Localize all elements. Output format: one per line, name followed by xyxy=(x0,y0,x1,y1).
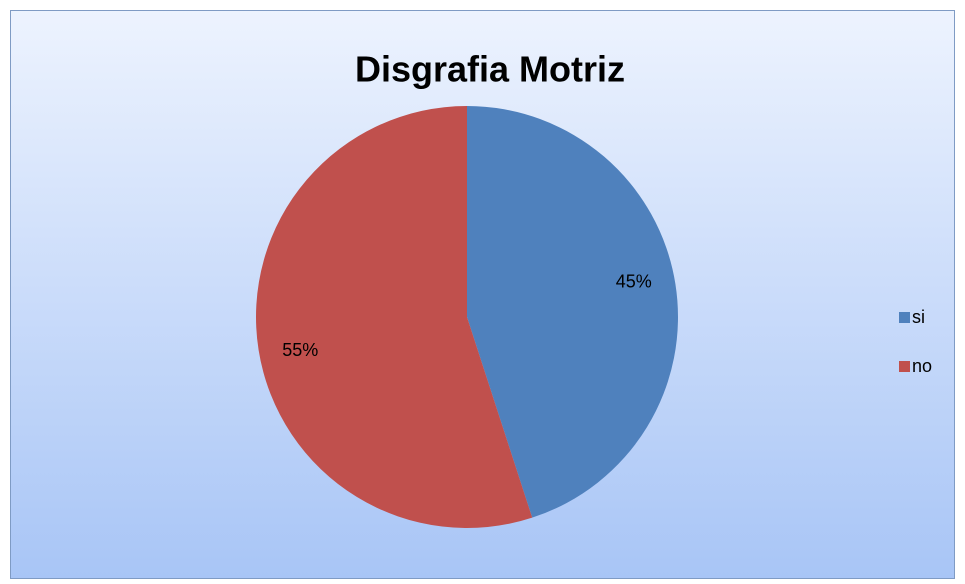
legend-swatch xyxy=(899,312,910,323)
data-label: 55% xyxy=(282,340,318,360)
legend-label: si xyxy=(912,307,925,327)
pie-slice xyxy=(467,106,678,518)
legend-label: no xyxy=(912,356,932,376)
chart-title: Disgrafia Motriz xyxy=(355,49,625,90)
data-label: 45% xyxy=(616,271,652,291)
pie-slice xyxy=(256,106,533,528)
legend-swatch xyxy=(899,361,910,372)
